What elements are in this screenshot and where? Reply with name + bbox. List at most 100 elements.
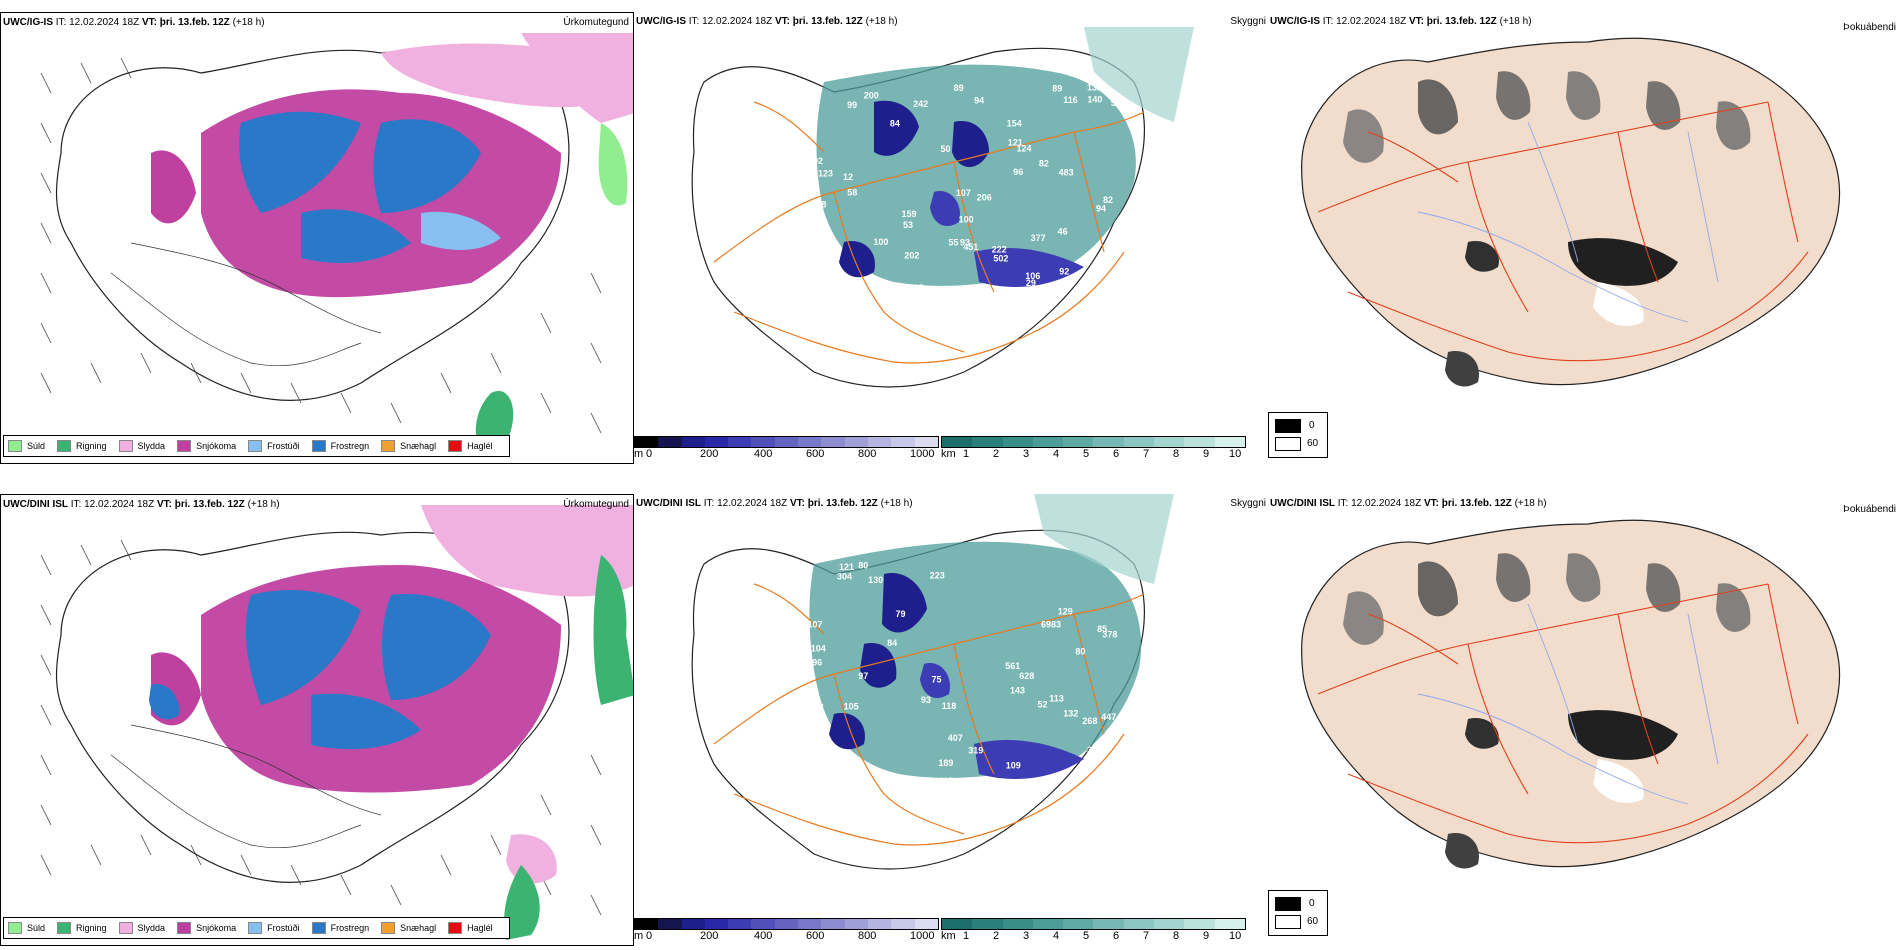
visibility-tick: 9	[1203, 930, 1210, 942]
colorbar-cell	[658, 919, 682, 929]
visibility-value-label: 113	[1049, 694, 1064, 704]
colorbar-cell	[635, 437, 659, 447]
colorbar-cell	[1063, 919, 1094, 929]
visibility-value-label: 92	[1059, 267, 1069, 277]
visibility-value-label: 222	[992, 244, 1007, 254]
colorbar-cell	[1214, 919, 1245, 929]
elevation-tick: 600	[806, 448, 825, 460]
visibility-value-label: 121	[1008, 137, 1023, 147]
visibility-cells	[941, 918, 1246, 930]
visibility-value-label: 104	[1091, 787, 1106, 797]
fog-panel-row2: UWC/DINI ISL IT: 12.02.2024 18Z VT: þri.…	[1268, 494, 1900, 946]
panel-header: UWC/DINI ISL IT: 12.02.2024 18Z VT: þri.…	[3, 499, 280, 510]
panel-header: UWC/DINI ISL IT: 12.02.2024 18Z VT: þri.…	[636, 498, 913, 509]
visibility-value-label: 95	[764, 152, 774, 162]
visibility-value-label: 97	[858, 671, 868, 681]
visibility-value-label: 76	[821, 264, 831, 274]
panel-title: Skyggni	[1230, 498, 1266, 509]
visibility-value-label: 667	[849, 296, 864, 306]
legend-item: Snjókoma	[177, 922, 236, 934]
visibility-value-label: 130	[868, 575, 883, 585]
visibility-value-label: 121	[839, 562, 854, 572]
visibility-value-label: 118	[812, 199, 827, 209]
visibility-value-label: 561	[1005, 661, 1020, 671]
visibility-value-label: 93	[921, 695, 931, 705]
visibility-value-label: 80	[765, 662, 775, 672]
precip-panel-row2: UWC/DINI ISL IT: 12.02.2024 18Z VT: þri.…	[0, 494, 634, 946]
visibility-value-label: 109	[1006, 760, 1021, 770]
colorbar-cell	[844, 919, 868, 929]
visibility-value-label: 88	[1099, 783, 1109, 793]
colorbar-cell	[1123, 919, 1155, 929]
colorbar-cell	[635, 919, 659, 929]
elevation-tick: 800	[858, 930, 877, 942]
visibility-tick: 3	[1023, 930, 1030, 942]
legend-item: Rigning	[57, 922, 107, 934]
visibility-unit: km	[941, 448, 956, 460]
colorbar-cell	[891, 919, 915, 929]
fog-legend-label: 60	[1307, 916, 1319, 927]
colorbar-cell	[728, 437, 752, 447]
visibility-tick: 4	[1053, 930, 1060, 942]
elevation-colorbar: m 0 200 400 600 800 1000	[634, 436, 939, 464]
fog-legend: 0 60	[1268, 890, 1328, 936]
visibility-value-label: 85	[1097, 624, 1107, 634]
visibility-value-label: 53	[903, 220, 913, 230]
visibility-tick: 9	[1203, 448, 1210, 460]
colorbar-cell	[1154, 919, 1185, 929]
visibility-value-label: 200	[864, 91, 879, 101]
fog-swatch-60	[1275, 437, 1301, 451]
visibility-value-label: 106	[1025, 271, 1040, 281]
colorbar-cell	[1063, 437, 1094, 447]
visibility-value-label: 189	[938, 758, 953, 768]
colorbar-cell	[844, 437, 868, 447]
visibility-value-label: 268	[1082, 716, 1097, 726]
elevation-tick: 600	[806, 930, 825, 942]
visibility-panel-row1: 12 99 76 102 82 79 94 58 53 180 309 342 159 93 96 89 120…	[634, 12, 1268, 464]
visibility-value-label: 206	[977, 192, 992, 202]
visibility-value-label: 79	[969, 285, 979, 295]
visibility-value-label: 82	[1103, 195, 1113, 205]
visibility-value-label: 82	[1039, 159, 1049, 169]
fog-legend-label: 0	[1309, 898, 1315, 909]
visibility-value-label: 52	[1038, 700, 1048, 710]
visibility-value-label: 12	[981, 300, 991, 310]
colorbar-cell	[1184, 919, 1215, 929]
legend-item: Frostúði	[248, 922, 300, 934]
colorbar-cell	[704, 437, 729, 447]
visibility-value-label: 127	[909, 283, 924, 293]
fog-swatch-0	[1275, 419, 1301, 433]
visibility-value-label: 143	[1002, 794, 1017, 804]
panel-title: Úrkomutegund	[563, 499, 629, 510]
visibility-value-label: 129	[1058, 607, 1073, 617]
elevation-unit: m	[634, 930, 644, 942]
colorbar-cell	[914, 437, 938, 447]
visibility-tick: 5	[1083, 930, 1090, 942]
elevation-tick: 1000	[910, 930, 935, 942]
colorbar-cell	[972, 437, 1003, 447]
visibility-value-label: 363	[763, 678, 778, 688]
visibility-value-label: 55	[1111, 98, 1121, 108]
colorbar-cell	[867, 437, 892, 447]
legend-item: Slydda	[118, 922, 165, 934]
colorbar-cell	[751, 437, 775, 447]
visibility-value-label: 96	[812, 657, 822, 667]
colorbar-cell	[1002, 919, 1033, 929]
legend-item: Frostregn	[311, 922, 369, 934]
visibility-value-label: 58	[847, 187, 857, 197]
fog-legend: 0 60	[1268, 412, 1328, 458]
legend-item: Frostúði	[248, 440, 300, 452]
visibility-value-label: 75	[932, 675, 942, 685]
visibility-value-label: 84	[887, 638, 897, 648]
legend-item: Frostregn	[311, 440, 369, 452]
visibility-value-label: 628	[1019, 671, 1034, 681]
elevation-unit: m	[634, 448, 644, 460]
visibility-value-label: 93	[960, 238, 970, 248]
visibility-value-label: 6983	[1041, 619, 1061, 629]
visibility-value-label: 102	[808, 156, 823, 166]
visibility-value-label: 50	[941, 144, 951, 154]
colorbar-cell	[658, 437, 682, 447]
legend-item: Snæhagl	[381, 922, 436, 934]
visibility-value-label: 94	[974, 96, 984, 106]
visibility-value-label: 407	[948, 733, 963, 743]
